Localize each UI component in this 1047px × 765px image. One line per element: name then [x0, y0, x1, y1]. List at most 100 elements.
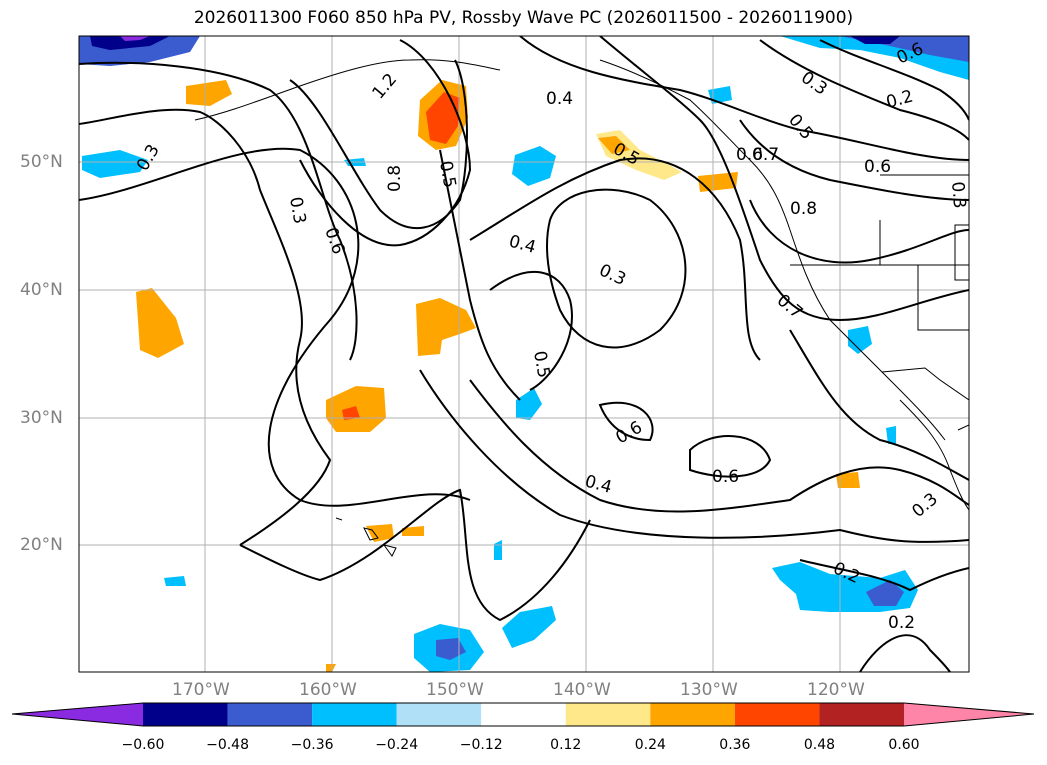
contour-line [419, 369, 969, 543]
contour-label: 0.5 [529, 349, 553, 379]
grid [79, 36, 969, 672]
contour-line [289, 59, 468, 229]
contour-line [599, 36, 969, 322]
contour-line [789, 329, 969, 481]
coastline [194, 59, 501, 121]
contour-line [799, 559, 969, 592]
contour-line [489, 271, 573, 391]
contour-label: 0.5 [435, 159, 459, 189]
colorbar-tick-label: 0.36 [719, 737, 751, 753]
lat-label-30n: 30°N [20, 408, 63, 428]
pos-patch [698, 172, 738, 192]
neg-patch [866, 580, 904, 606]
colorbar-segment [143, 703, 228, 726]
contour-label: 0.3 [947, 181, 969, 210]
colorbar-segment [227, 703, 313, 726]
contour-label: 0.6 [736, 145, 763, 165]
pos-patch [326, 664, 336, 672]
contour-line [598, 401, 654, 442]
neg-patch [164, 576, 186, 586]
neg-patch [708, 86, 732, 104]
colorbar [11, 702, 1035, 727]
neg-patch [516, 388, 542, 420]
contour-label: 0.3 [285, 195, 309, 225]
colorbar-segment [734, 703, 820, 726]
pv-contours [79, 36, 969, 672]
colorbar-segment [396, 703, 482, 726]
contour-line [689, 435, 772, 478]
colorbar-tick-label: −0.48 [206, 737, 249, 753]
coastline [335, 517, 343, 521]
colorbar-tick-label: 0.24 [634, 737, 666, 753]
lon-label-130w: 130°W [680, 680, 738, 700]
contour-line [859, 634, 951, 672]
pos-patch [598, 136, 630, 154]
pos-patch [342, 406, 360, 420]
coastline [917, 265, 969, 331]
colorbar-tick-label: −0.36 [290, 737, 334, 753]
neg-patch [120, 36, 150, 41]
lat-label-50n: 50°N [20, 152, 63, 172]
pos-patch [836, 472, 860, 488]
colorbar-tick-label: 0.48 [803, 737, 836, 753]
lon-label-120w: 120°W [807, 680, 865, 700]
coastline [382, 544, 397, 557]
neg-patch [512, 146, 556, 186]
contour-line [239, 488, 591, 622]
lon-label-140w: 140°W [553, 680, 611, 700]
contour-label: 0.4 [546, 89, 573, 109]
pos-patch [366, 524, 394, 542]
contour-line [439, 149, 521, 401]
coastlines [194, 59, 969, 557]
contour-label: 0.2 [888, 613, 915, 633]
colorbar-tick-label: −0.12 [459, 737, 503, 753]
contour-label: 0.6 [864, 157, 891, 177]
colorbar-tick-label: −0.60 [121, 737, 165, 753]
colorbar-segment [565, 703, 651, 726]
contour-line [519, 36, 969, 161]
contour-line [79, 108, 332, 546]
lat-label-20n: 20°N [20, 535, 63, 555]
colorbar-under [12, 703, 143, 726]
contour-label: 0.8 [385, 165, 405, 192]
plot-area [79, 36, 969, 672]
coastline [899, 399, 969, 511]
contour-line [79, 61, 358, 361]
pos-patch [426, 92, 460, 144]
pos-patch [186, 80, 232, 106]
neg-patch [840, 36, 969, 62]
colorbar-segments [143, 703, 904, 726]
colorbar-outline [11, 702, 1035, 727]
contour-label: 0.6 [712, 467, 739, 487]
lon-label-160w: 160°W [299, 680, 357, 700]
contour-label: 0.7 [752, 145, 779, 165]
pos-patch [416, 298, 476, 356]
contour-line [469, 379, 969, 513]
coastline [881, 367, 969, 401]
contour-line [759, 39, 969, 141]
coastline [954, 224, 969, 281]
map-title: 2026011300 F060 850 hPa PV, Rossby Wave … [193, 8, 854, 28]
lon-label-150w: 150°W [426, 680, 484, 700]
colorbar-segment [650, 703, 735, 726]
neg-patch [90, 36, 170, 50]
neg-patch [850, 36, 900, 44]
lat-label-40n: 40°N [20, 280, 63, 300]
contour-line [79, 147, 471, 507]
coastline [363, 527, 379, 541]
contour-line [546, 188, 687, 349]
pos-patch [402, 526, 424, 536]
coastline [599, 59, 791, 231]
coastline [957, 424, 969, 431]
colorbar-segment [481, 703, 566, 726]
colorbar-segment [312, 703, 397, 726]
contour-label: 0.8 [790, 199, 817, 219]
colorbar-segment [819, 703, 904, 726]
pos-patch [136, 288, 184, 358]
colorbar-tick-label: 0.60 [888, 737, 920, 753]
coastline [789, 229, 946, 441]
contour-line [819, 39, 969, 121]
colorbar-over [904, 703, 1034, 726]
contour-line [299, 39, 472, 247]
